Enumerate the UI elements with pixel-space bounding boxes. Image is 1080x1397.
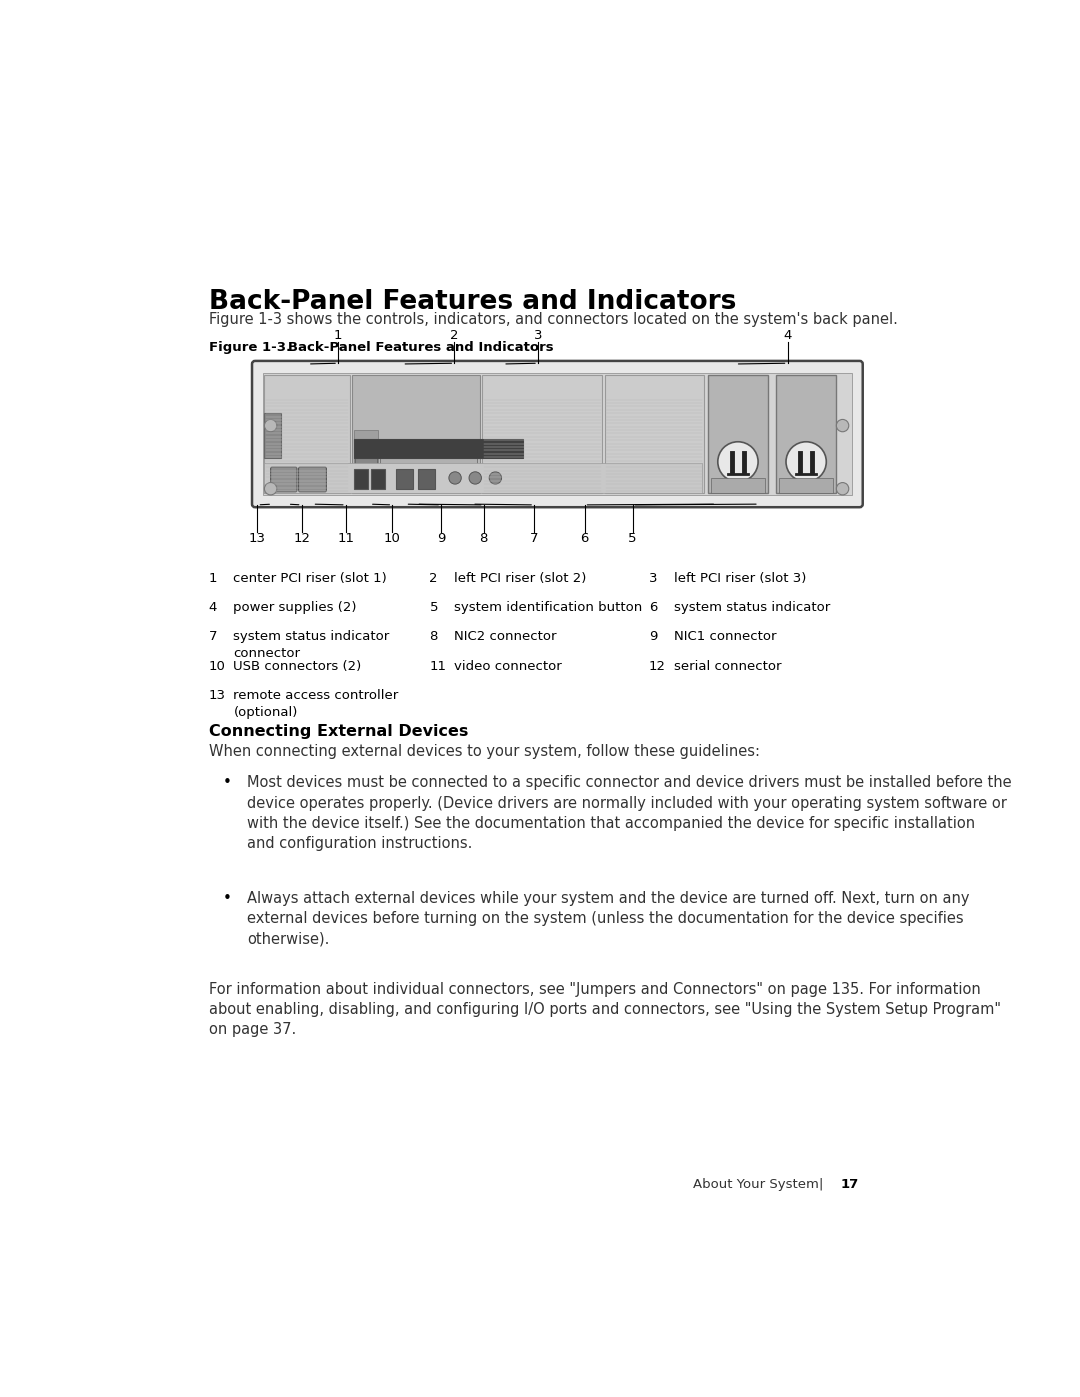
Bar (380, 458, 476, 469)
Text: NIC2 connector: NIC2 connector (455, 630, 557, 644)
Text: |: | (819, 1178, 823, 1192)
Text: 1: 1 (334, 328, 342, 342)
Bar (265, 414, 282, 458)
Text: Back-Panel Features and Indicators: Back-Panel Features and Indicators (274, 341, 554, 353)
FancyBboxPatch shape (252, 360, 863, 507)
Text: system status indicator
connector: system status indicator connector (233, 630, 390, 661)
Text: serial connector: serial connector (674, 659, 781, 673)
Text: 10: 10 (208, 659, 226, 673)
Text: Always attach external devices while your system and the device are turned off. : Always attach external devices while you… (247, 891, 970, 947)
Bar (355, 474, 377, 490)
Text: USB connectors (2): USB connectors (2) (233, 659, 362, 673)
Text: 7: 7 (530, 532, 538, 545)
Bar (380, 440, 476, 451)
Text: 13: 13 (208, 689, 226, 701)
Text: 9: 9 (649, 630, 658, 644)
Text: 3: 3 (534, 328, 542, 342)
Circle shape (449, 472, 461, 485)
Text: 2: 2 (430, 571, 438, 585)
Text: •: • (222, 891, 231, 905)
Text: NIC1 connector: NIC1 connector (674, 630, 777, 644)
Text: video connector: video connector (455, 659, 562, 673)
Text: 7: 7 (208, 630, 217, 644)
Circle shape (718, 441, 758, 482)
Bar (265, 462, 702, 493)
Text: 12: 12 (293, 532, 310, 545)
Text: 10: 10 (383, 532, 401, 545)
Bar (707, 374, 768, 493)
Bar (482, 374, 603, 493)
Bar (779, 478, 834, 493)
Text: When connecting external devices to your system, follow these guidelines:: When connecting external devices to your… (208, 745, 759, 760)
Text: 6: 6 (580, 532, 589, 545)
Circle shape (836, 419, 849, 432)
Text: 11: 11 (430, 659, 446, 673)
Circle shape (489, 472, 501, 485)
Text: 8: 8 (430, 630, 437, 644)
Text: Figure 1-3 shows the controls, indicators, and connectors located on the system': Figure 1-3 shows the controls, indicator… (208, 312, 897, 327)
Text: system status indicator: system status indicator (674, 601, 829, 615)
Text: 2: 2 (450, 328, 459, 342)
FancyBboxPatch shape (262, 373, 852, 495)
Circle shape (265, 419, 276, 432)
Text: remote access controller
(optional): remote access controller (optional) (233, 689, 399, 719)
Text: Most devices must be connected to a specific connector and device drivers must b: Most devices must be connected to a spec… (247, 775, 1012, 851)
Circle shape (836, 482, 849, 495)
Text: 11: 11 (337, 532, 354, 545)
Text: 4: 4 (208, 601, 217, 615)
Bar (353, 430, 378, 493)
Text: system identification button: system identification button (455, 601, 643, 615)
Text: •: • (222, 775, 231, 791)
Bar (355, 453, 377, 469)
Bar (380, 475, 476, 486)
Bar (372, 469, 386, 489)
Text: 17: 17 (840, 1178, 859, 1192)
Text: 13: 13 (249, 532, 266, 545)
Circle shape (786, 441, 826, 482)
Text: Figure 1-3.: Figure 1-3. (208, 341, 291, 353)
Text: Connecting External Devices: Connecting External Devices (208, 724, 468, 739)
Text: 9: 9 (437, 532, 445, 545)
Bar (352, 374, 480, 493)
Text: 5: 5 (629, 532, 637, 545)
Text: For information about individual connectors, see "Jumpers and Connectors" on pag: For information about individual connect… (208, 982, 1001, 1038)
Text: 6: 6 (649, 601, 658, 615)
FancyBboxPatch shape (271, 467, 297, 492)
Bar (418, 469, 435, 489)
Bar (605, 374, 704, 493)
Text: About Your System: About Your System (693, 1178, 819, 1192)
Circle shape (265, 482, 276, 495)
Text: left PCI riser (slot 2): left PCI riser (slot 2) (455, 571, 586, 585)
Text: 3: 3 (649, 571, 658, 585)
Text: 5: 5 (430, 601, 438, 615)
FancyBboxPatch shape (298, 467, 326, 492)
Bar (354, 469, 368, 489)
Text: power supplies (2): power supplies (2) (233, 601, 356, 615)
Bar (396, 469, 414, 489)
Text: 4: 4 (783, 328, 792, 342)
Bar (711, 478, 765, 493)
Text: 8: 8 (480, 532, 488, 545)
Bar (775, 374, 836, 493)
Circle shape (469, 472, 482, 485)
Text: 12: 12 (649, 659, 666, 673)
Text: Back-Panel Features and Indicators: Back-Panel Features and Indicators (208, 289, 735, 314)
Text: center PCI riser (slot 1): center PCI riser (slot 1) (233, 571, 387, 585)
Text: 1: 1 (208, 571, 217, 585)
Bar (265, 374, 350, 493)
Text: left PCI riser (slot 3): left PCI riser (slot 3) (674, 571, 806, 585)
Bar (353, 439, 523, 458)
